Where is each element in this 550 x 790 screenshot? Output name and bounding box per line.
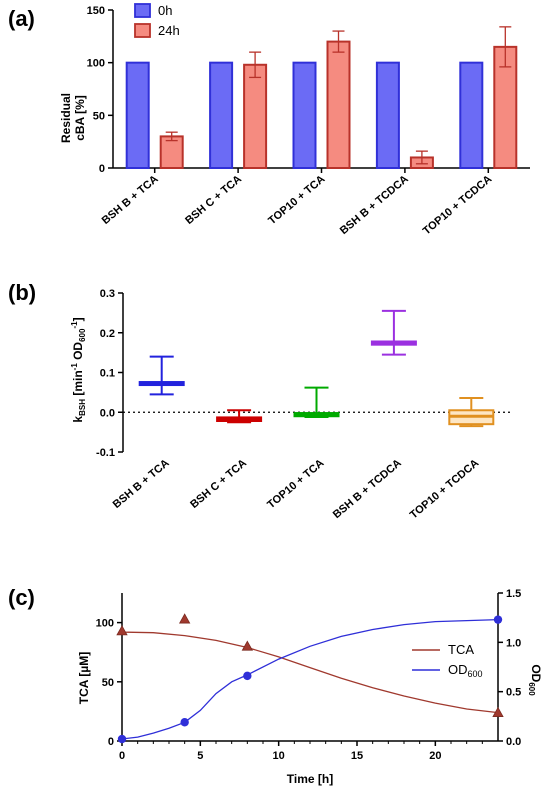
panel-b-ylabel-sup2: -1 — [70, 321, 79, 329]
legend-label-24h: 24h — [158, 23, 180, 38]
panel-c-legend: TCA OD600 — [412, 642, 483, 679]
panel-c-left-y-tick-label: 50 — [102, 677, 114, 689]
panel-a-y-tick-label: 100 — [87, 58, 105, 70]
panel-b-box-plot: (b) kBSH [min-1 OD600-1] -0.10.00.10.20.… — [8, 280, 510, 521]
panel-b-y-axis-title: kBSH [min-1 OD600-1] — [70, 317, 87, 422]
legend-label-sub-od: 600 — [468, 669, 483, 679]
legend-label-0h: 0h — [158, 3, 172, 18]
panel-b-axes: -0.1 0.0 0.1 0.2 0.3 — [96, 288, 510, 459]
panel-c-right-y-tick-label: 0.0 — [506, 736, 521, 748]
panel-b-boxes — [138, 309, 495, 428]
panel-a-y-axis-title: Residual cBA [%] — [59, 93, 87, 143]
legend-swatch-24h — [134, 23, 151, 38]
panel-a-category-label-top10-tcdca: TOP10 + TCDCA — [421, 173, 494, 237]
panel-b-y-tick-label: 0.3 — [100, 288, 115, 300]
panel-c-point-od — [493, 615, 503, 624]
panel-c-left-y-axis-title: TCA [µM] — [77, 652, 91, 704]
panel-c-x-tick-label: 15 — [351, 750, 363, 762]
panel-c-point-tca — [492, 706, 504, 717]
legend-label-main-tca: TCA — [448, 642, 474, 657]
legend-label-od: OD600 — [448, 662, 483, 679]
panel-b-ylabel-k: k — [71, 416, 85, 423]
panel-c-right-ylabel-main: OD — [529, 664, 543, 682]
panel-c-right-y-axis-title: OD600 — [527, 664, 543, 696]
bar-0h-bsh-b-tca — [125, 61, 150, 170]
panel-c-point-tca — [178, 613, 191, 624]
panel-c-right-y-tick-label: 1.5 — [506, 588, 521, 600]
panel-c-x-axis-title: Time [h] — [287, 772, 333, 786]
panel-a-bars — [125, 26, 518, 170]
bar-0h-bsh-b-tcdca — [375, 61, 400, 170]
panel-b-ylabel-tail2: OD — [71, 342, 85, 364]
panel-c-point-tca — [116, 625, 128, 636]
panel-c-x-tick-label: 10 — [273, 750, 285, 762]
legend-label-main-od: OD — [448, 662, 468, 677]
panel-b-category-label-bsh-b-tca: BSH B + TCA — [111, 457, 172, 511]
panel-c-x-tick-label: 5 — [197, 750, 203, 762]
panel-c-x-tick-label: 20 — [429, 750, 441, 762]
panel-a-y-tick-label: 150 — [87, 5, 105, 17]
panel-c-right-y-tick-label: 0.5 — [506, 687, 521, 699]
panel-b-ylabel-sub2: 600 — [78, 328, 87, 342]
panel-a-category-label-bsh-b-tca: BSH B + TCA — [100, 173, 161, 227]
legend-swatch-0h — [134, 3, 151, 18]
panel-c-point-od — [180, 718, 189, 727]
panel-b-y-tick-label: 0.2 — [100, 328, 115, 340]
panel-b-ylabel-tail: [min — [71, 370, 85, 399]
bar-0h-bsh-c-tca — [209, 61, 234, 170]
panel-b-category-labels: BSH B + TCA BSH C + TCA TOP10 + TCA BSH B +… — [111, 457, 481, 521]
panel-c-series — [116, 613, 504, 744]
panel-a-category-labels: BSH B + TCA BSH C + TCA TOP10 + TCA BSH B +… — [100, 173, 494, 237]
panel-c-left-y-tick-label: 0 — [108, 736, 114, 748]
panel-a-y-axis-title-line2: cBA [%] — [73, 95, 87, 141]
panel-c-label: (c) — [8, 585, 35, 610]
bar-24h-top10-tca — [326, 40, 351, 169]
panel-c-right-ylabel-sub: 600 — [527, 682, 536, 696]
panel-c-fit-line-tca — [121, 631, 499, 714]
panel-b-ylabel-sub: BSH — [78, 399, 87, 416]
panel-a-y-tick-label: 0 — [99, 163, 105, 175]
panel-a-y-axis-title-line1: Residual — [59, 93, 73, 143]
bar-0h-top10-tca — [292, 61, 317, 170]
panel-c-point-od — [243, 671, 252, 681]
panel-b-label: (b) — [8, 280, 36, 305]
bar-24h-bsh-c-tca — [243, 63, 268, 169]
panel-c-fit-line-od — [121, 618, 499, 740]
legend-label-tca: TCA — [448, 642, 474, 657]
panel-a-label: (a) — [8, 6, 35, 31]
panel-b-y-tick-label: 0.1 — [100, 368, 115, 380]
panel-c-line-chart: (c) TCA [µM] OD600 Time [h] 0501000.00.5… — [8, 585, 543, 786]
panel-b-ylabel-sup: -1 — [70, 363, 79, 371]
panel-c-point-od — [117, 734, 127, 744]
bar-0h-top10-tcdca — [459, 61, 484, 170]
panel-c-x-tick-label: 0 — [119, 750, 125, 762]
panel-c-left-y-tick-label: 100 — [96, 618, 114, 630]
panel-a-category-label-bsh-b-tcdca: BSH B + TCDCA — [338, 173, 411, 237]
panel-a-category-label-bsh-c-tca: BSH C + TCA — [183, 173, 244, 227]
panel-b-category-label-bsh-b-tcdca: BSH B + TCDCA — [331, 457, 404, 521]
panel-b-category-label-bsh-c-tca: BSH C + TCA — [188, 457, 249, 511]
panel-b-y-tick-label: 0.0 — [100, 407, 115, 419]
panel-b-ylabel-end: ] — [71, 317, 85, 321]
panel-a-category-label-top10-tca: TOP10 + TCA — [266, 173, 327, 227]
panel-c-right-y-tick-label: 1.0 — [506, 637, 521, 649]
panel-b-category-label-top10-tca: TOP10 + TCA — [265, 457, 326, 511]
panel-b-category-label-top10-tcdca: TOP10 + TCDCA — [408, 457, 481, 521]
panel-c-point-tca — [241, 640, 254, 651]
panel-a-y-tick-label: 50 — [93, 110, 105, 122]
panel-b-y-tick-label: -0.1 — [96, 447, 115, 459]
